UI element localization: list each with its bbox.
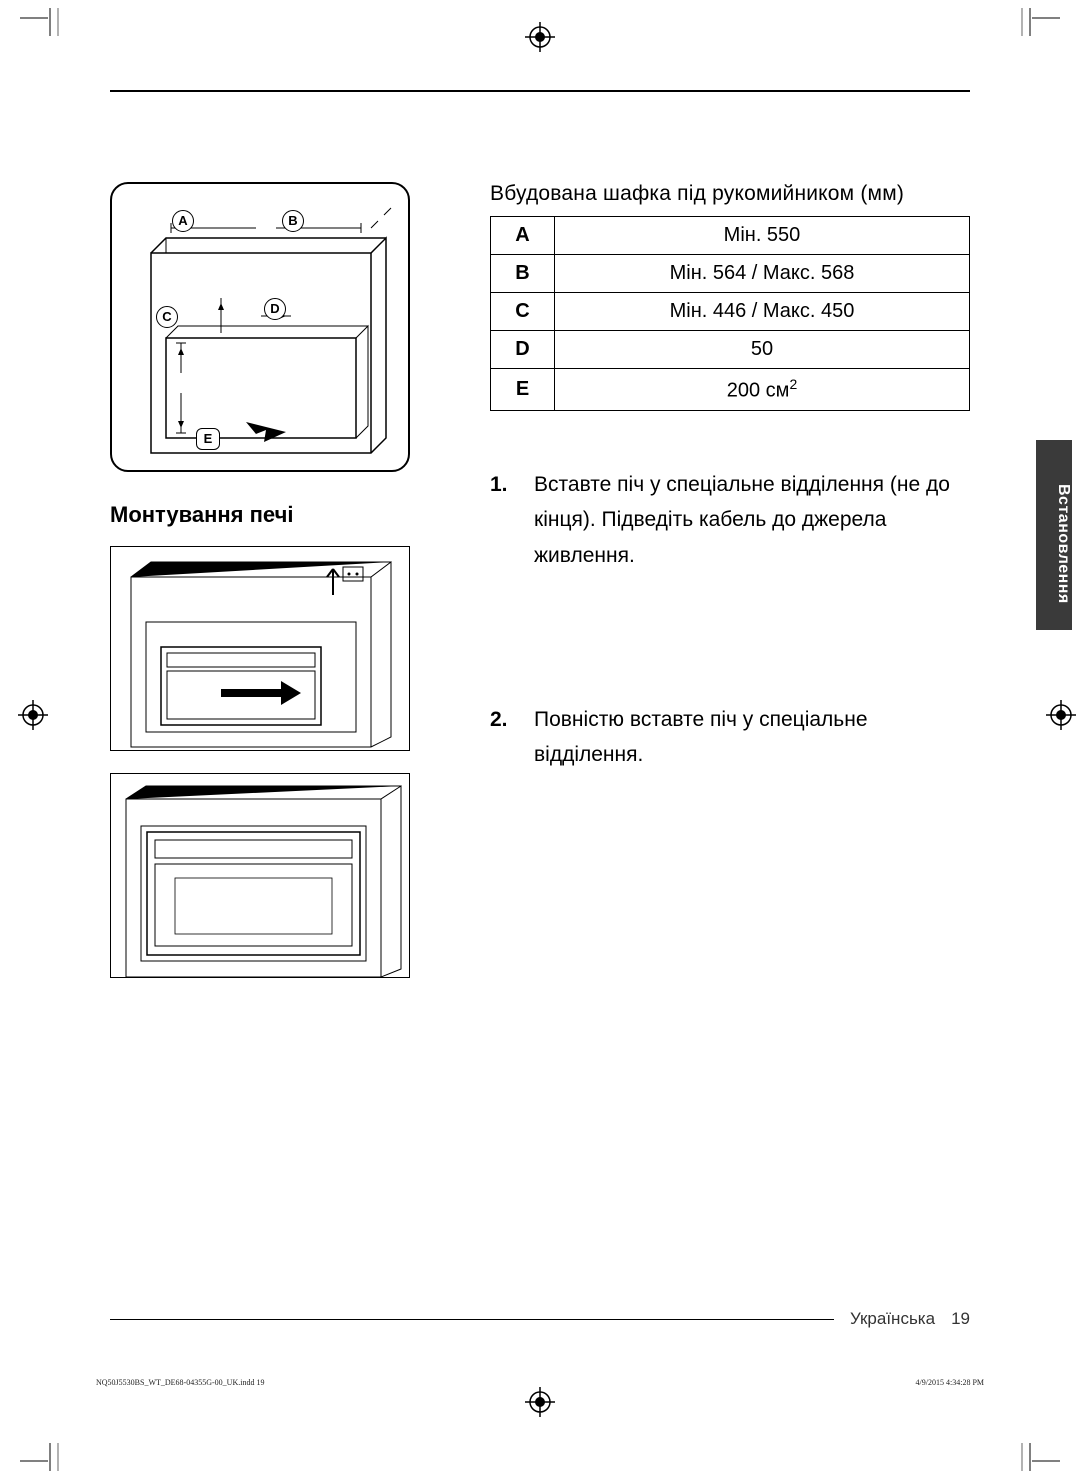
right-column: Вбудована шафка під рукомийником (мм) A … [490,182,970,1000]
crop-mark-bl [20,1431,60,1471]
step-item: 2. Повністю вставте піч у спеціальне від… [490,702,970,773]
dim-label-e: E [196,428,220,450]
header-rule [110,90,970,92]
table-row: A Мін. 550 [491,217,970,255]
step1-illustration [110,546,410,751]
table-title: Вбудована шафка під рукомийником (мм) [490,182,970,206]
dim-key: D [491,331,555,369]
footer-page-number: 19 [951,1309,970,1329]
page-content: A B C D E Монтування печі [110,90,970,1000]
footer-language: Українська [850,1309,935,1329]
dim-val-text: 200 см [727,380,790,402]
step-item: 1. Вставте піч у спеціальне відділення (… [490,467,970,574]
step-number: 1. [490,467,516,574]
table-row: E 200 см2 [491,369,970,411]
registration-mark-bottom [525,1387,555,1417]
dim-val: Мін. 550 [555,217,970,255]
dim-label-b: B [282,210,304,232]
dim-key: C [491,293,555,331]
dim-label-a: A [172,210,194,232]
footer-rule [110,1319,834,1320]
dim-key: E [491,369,555,411]
section-title: Монтування печі [110,502,450,528]
registration-mark-right [1046,700,1076,730]
steps-list: 1. Вставте піч у спеціальне відділення (… [490,467,970,773]
table-row: B Мін. 564 / Макс. 568 [491,255,970,293]
dim-val: Мін. 564 / Макс. 568 [555,255,970,293]
dim-key: A [491,217,555,255]
table-row: C Мін. 446 / Макс. 450 [491,293,970,331]
content-row: A B C D E Монтування печі [110,182,970,1000]
dim-label-d: D [264,298,286,320]
registration-mark-top [525,22,555,52]
crop-mark-tl [20,8,60,48]
dim-val: Мін. 446 / Макс. 450 [555,293,970,331]
cabinet-diagram: A B C D E [110,182,410,472]
page-footer: Українська 19 [110,1309,970,1329]
imposition-timestamp: 4/9/2015 4:34:28 PM [916,1378,984,1387]
dim-label-c: C [156,306,178,328]
crop-mark-tr [1020,8,1060,48]
section-tab-label: Встановлення [1055,484,1072,604]
left-column: A B C D E Монтування печі [110,182,450,1000]
step-text: Повністю вставте піч у спеціальне відділ… [534,702,970,773]
dim-val: 200 см2 [555,369,970,411]
step-text: Вставте піч у спеціальне відділення (не … [534,467,970,574]
dim-val-sup: 2 [789,376,797,392]
cabinet-diagram-svg [126,198,396,458]
step-number: 2. [490,702,516,773]
imposition-filename: NQ50J5530BS_WT_DE68-04355G-00_UK.indd 19 [96,1378,264,1387]
crop-mark-br [1020,1431,1060,1471]
dimensions-table: A Мін. 550 B Мін. 564 / Макс. 568 C Мін.… [490,216,970,411]
dim-key: B [491,255,555,293]
table-row: D 50 [491,331,970,369]
registration-mark-left [18,700,48,730]
section-tab: Встановлення [1036,440,1072,630]
step2-illustration [110,773,410,978]
dim-val: 50 [555,331,970,369]
